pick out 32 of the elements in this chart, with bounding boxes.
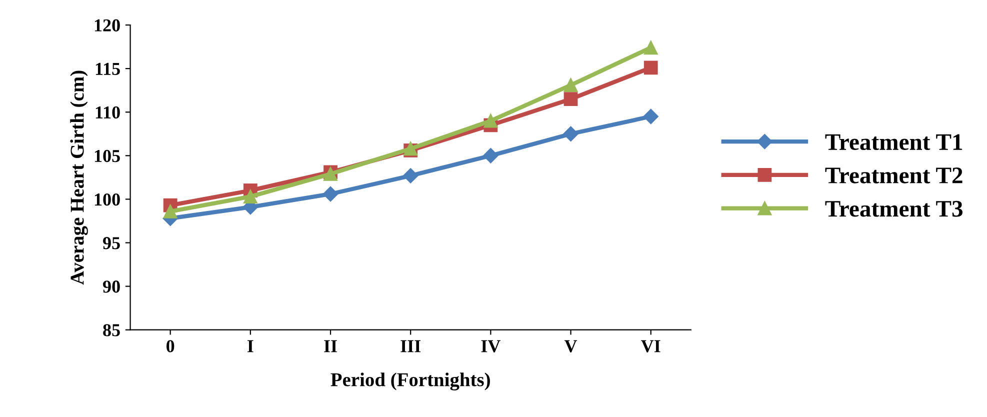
- y-axis-title: Average Heart Girth (cm): [70, 70, 88, 285]
- y-tick-label: 100: [94, 193, 120, 206]
- y-tick-label: 115: [96, 62, 120, 76]
- legend-label: Treatment T1: [825, 134, 962, 150]
- x-tick-label: V: [564, 340, 578, 352]
- point: [163, 204, 178, 218]
- y-tick-label: 90: [103, 280, 120, 293]
- x-tick-label: VI: [641, 340, 660, 352]
- legend-label: Treatment T2: [825, 168, 962, 184]
- x-tick-label: II: [324, 340, 337, 352]
- legend-label: Treatment T3: [825, 200, 962, 217]
- y-tick-label: 110: [96, 106, 120, 119]
- x-axis-title: Period (Fortnights): [330, 372, 490, 390]
- point: [644, 60, 658, 75]
- point: [564, 78, 578, 92]
- y-tick-label: 120: [94, 19, 120, 32]
- point: [322, 186, 338, 202]
- y-tick-label: 85: [103, 324, 120, 336]
- x-tick-label: IV: [481, 340, 501, 352]
- point: [644, 40, 658, 55]
- x-tick-label: III: [400, 340, 421, 352]
- y-tick-label: 95: [103, 237, 120, 250]
- point: [564, 92, 578, 106]
- point: [643, 108, 658, 124]
- point: [243, 190, 258, 204]
- x-tick-label: I: [248, 340, 254, 352]
- point: [483, 148, 498, 164]
- point: [563, 126, 578, 142]
- point: [484, 114, 498, 128]
- x-tick-label: 0: [166, 340, 174, 352]
- point: [403, 168, 418, 184]
- y-tick-label: 105: [94, 150, 120, 162]
